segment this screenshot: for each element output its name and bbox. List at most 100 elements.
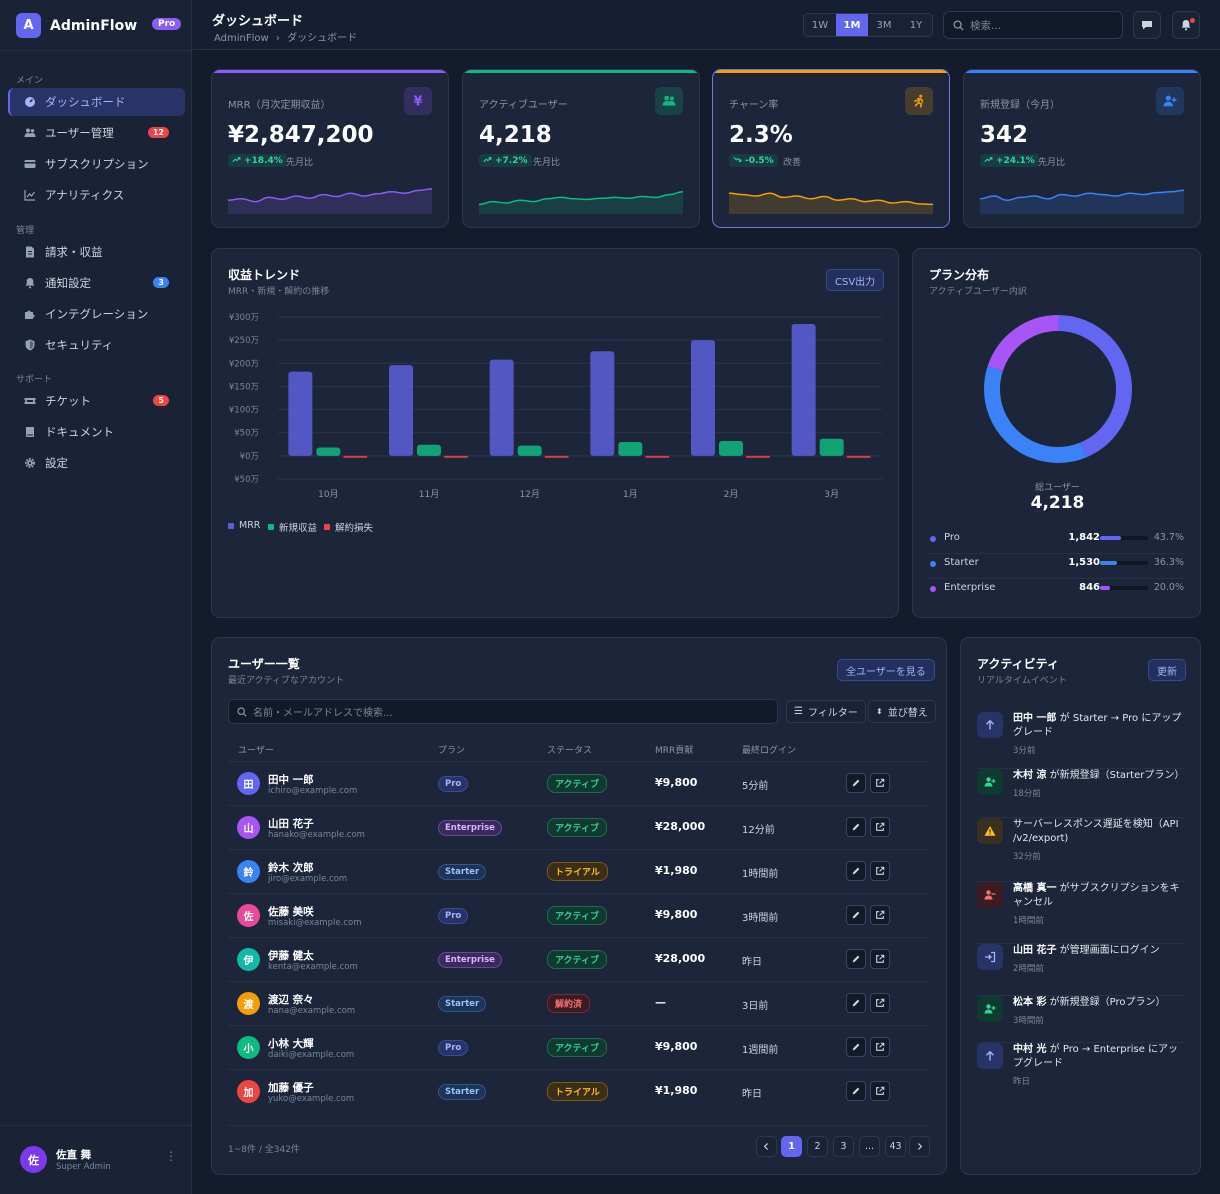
activity-actor[interactable]: 田中 一郎 xyxy=(1013,713,1057,724)
open-user-button[interactable] xyxy=(870,773,890,793)
sidebar-item-gauge[interactable]: ダッシュボード xyxy=(8,88,185,116)
kpi-card[interactable]: アクティブユーザー 4,218 +7.2% 先月比 xyxy=(462,69,700,228)
sort-button[interactable]: ⬍ 並び替え xyxy=(868,700,936,723)
sidebar-item-ticket[interactable]: チケット 5 xyxy=(8,387,185,415)
legend-item[interactable]: 解約損失 xyxy=(324,520,373,534)
table-row[interactable]: 伊伊藤 健太 kenta@example.com Enterprise アクティブ ¥2… xyxy=(228,937,931,981)
activity-actor[interactable]: 木村 涼 xyxy=(1013,770,1047,781)
global-search[interactable]: 検索... xyxy=(943,11,1123,39)
range-1y[interactable]: 1Y xyxy=(909,19,923,31)
bar-churn[interactable] xyxy=(544,455,569,458)
sidebar-item-shield[interactable]: セキュリティ xyxy=(8,331,185,359)
bar-mrr[interactable] xyxy=(489,359,514,456)
bar-mrr[interactable] xyxy=(389,365,413,456)
page-button-2[interactable]: 3 xyxy=(833,1136,854,1157)
sidebar-user[interactable]: 佐 佐直 舞 Super Admin ⋮ xyxy=(0,1125,192,1194)
activity-item[interactable]: 木村 涼 が新規登録（Starterプラン） 18分前 xyxy=(977,769,1184,818)
next-page-button[interactable] xyxy=(909,1136,930,1157)
sidebar-item-puzzle[interactable]: インテグレーション xyxy=(8,300,185,328)
donut-slice-enterprise[interactable] xyxy=(984,315,1132,463)
range-1m[interactable]: 1M xyxy=(836,14,868,36)
table-row[interactable]: 加加藤 優子 yuko@example.com Starter トライアル ¥1,980… xyxy=(228,1069,931,1113)
range-1w[interactable]: 1W xyxy=(811,19,829,31)
edit-user-button[interactable] xyxy=(846,1037,866,1057)
open-user-button[interactable] xyxy=(870,861,890,881)
page-button-1[interactable]: 2 xyxy=(807,1136,828,1157)
edit-user-button[interactable] xyxy=(846,993,866,1013)
notifications-button[interactable] xyxy=(1172,11,1200,39)
legend-item[interactable]: MRR xyxy=(228,520,260,531)
donut-slice-starter[interactable] xyxy=(984,315,1132,463)
bar-mrr[interactable] xyxy=(590,351,615,456)
more-vertical-icon[interactable]: ⋮ xyxy=(165,1149,177,1163)
col-last-login[interactable]: 最終ログイン xyxy=(742,746,797,756)
edit-user-button[interactable] xyxy=(846,949,866,969)
activity-actor[interactable]: 山田 花子 xyxy=(1013,945,1057,956)
bar-mrr[interactable] xyxy=(791,323,816,456)
activity-actor[interactable]: 高橋 真一 xyxy=(1013,883,1057,894)
activity-item[interactable]: 中村 光 が Pro → Enterprise にアップグレード 昨日 xyxy=(977,1043,1184,1103)
open-user-button[interactable] xyxy=(870,949,890,969)
sidebar-item-gear[interactable]: 設定 xyxy=(8,449,185,477)
col-plan[interactable]: プラン xyxy=(438,746,466,756)
sidebar-item-credit-card[interactable]: サブスクリプション xyxy=(8,150,185,178)
sidebar-item-chart-line[interactable]: アナリティクス xyxy=(8,181,185,209)
table-row[interactable]: 鈴鈴木 次郎 jiro@example.com Starter トライアル ¥1,980… xyxy=(228,849,931,893)
activity-item[interactable]: 田中 一郎 が Starter → Pro にアップグレード 3分前 xyxy=(977,712,1184,769)
bar-churn[interactable] xyxy=(846,455,871,458)
edit-user-button[interactable] xyxy=(846,1081,866,1101)
activity-actor[interactable]: 中村 光 xyxy=(1013,1044,1047,1055)
breadcrumb-root[interactable]: AdminFlow xyxy=(214,33,269,44)
bar-new[interactable] xyxy=(618,441,643,456)
bar-mrr[interactable] xyxy=(288,371,313,456)
view-all-users-button[interactable]: 全ユーザーを見る xyxy=(837,659,935,681)
legend-item[interactable]: 新規収益 xyxy=(268,520,317,534)
edit-user-button[interactable] xyxy=(846,773,866,793)
open-user-button[interactable] xyxy=(870,817,890,837)
col-status[interactable]: ステータス xyxy=(547,746,593,756)
col-user[interactable]: ユーザー xyxy=(238,746,274,756)
table-row[interactable]: 田田中 一郎 ichiro@example.com Pro アクティブ ¥9,800 5分… xyxy=(228,761,931,805)
bar-churn[interactable] xyxy=(746,455,770,458)
range-3m[interactable]: 3M xyxy=(876,19,892,31)
sidebar-item-users[interactable]: ユーザー管理 12 xyxy=(8,119,185,147)
filter-button[interactable]: ☰ フィルター xyxy=(786,700,866,723)
bar-churn[interactable] xyxy=(444,455,468,458)
activity-item[interactable]: サーバーレスポンス遅延を検知（API /v2/export) 32分前 xyxy=(977,818,1184,882)
table-row[interactable]: 佐佐藤 美咲 misaki@example.com Pro アクティブ ¥9,800 3時… xyxy=(228,893,931,937)
csv-export-button[interactable]: CSV出力 xyxy=(826,269,885,291)
edit-user-button[interactable] xyxy=(846,905,866,925)
table-row[interactable]: 山山田 花子 hanako@example.com Enterprise アクティブ ¥… xyxy=(228,805,931,849)
activity-item[interactable]: 山田 花子 が管理画面にログイン 2時間前 xyxy=(977,944,1184,996)
prev-page-button[interactable] xyxy=(756,1136,777,1157)
activity-actor[interactable]: 松本 彩 xyxy=(1013,997,1047,1008)
bar-new[interactable] xyxy=(316,447,341,456)
edit-user-button[interactable] xyxy=(846,817,866,837)
user-search-input[interactable]: 名前・メールアドレスで検索... xyxy=(228,699,778,724)
bar-new[interactable] xyxy=(819,438,844,456)
open-user-button[interactable] xyxy=(870,993,890,1013)
bar-new[interactable] xyxy=(517,445,542,456)
bar-new[interactable] xyxy=(719,441,743,456)
messages-button[interactable] xyxy=(1133,11,1161,39)
app-logo[interactable]: A AdminFlow xyxy=(16,13,137,38)
activity-item[interactable]: 高橋 真一 がサブスクリプションをキャンセル 1時間前 xyxy=(977,882,1184,944)
table-row[interactable]: 渡渡辺 奈々 nana@example.com Starter 解約済 — 3日前 xyxy=(228,981,931,1025)
page-button-4[interactable]: 43 xyxy=(885,1136,906,1157)
sidebar-item-bell[interactable]: 通知設定 3 xyxy=(8,269,185,297)
kpi-card[interactable]: 新規登録（今月） 342 +24.1% 先月比 xyxy=(963,69,1201,228)
col-mrr[interactable]: MRR貢献 xyxy=(655,746,694,756)
kpi-card[interactable]: チャーン率 2.3% -0.5% 改善 xyxy=(712,69,950,228)
page-button-0[interactable]: 1 xyxy=(781,1136,802,1157)
edit-user-button[interactable] xyxy=(846,861,866,881)
sidebar-item-book[interactable]: ドキュメント xyxy=(8,418,185,446)
refresh-button[interactable]: 更新 xyxy=(1148,659,1186,681)
open-user-button[interactable] xyxy=(870,905,890,925)
bar-new[interactable] xyxy=(417,444,441,456)
kpi-card[interactable]: MRR（月次定期収益） ¥ ¥2,847,200 +18.4% 先月比 xyxy=(211,69,449,228)
bar-mrr[interactable] xyxy=(691,340,715,456)
bar-churn[interactable] xyxy=(343,455,368,458)
open-user-button[interactable] xyxy=(870,1037,890,1057)
sidebar-item-invoice[interactable]: 請求・収益 xyxy=(8,238,185,266)
activity-item[interactable]: 松本 彩 が新規登録（Proプラン） 3時間前 xyxy=(977,996,1184,1043)
